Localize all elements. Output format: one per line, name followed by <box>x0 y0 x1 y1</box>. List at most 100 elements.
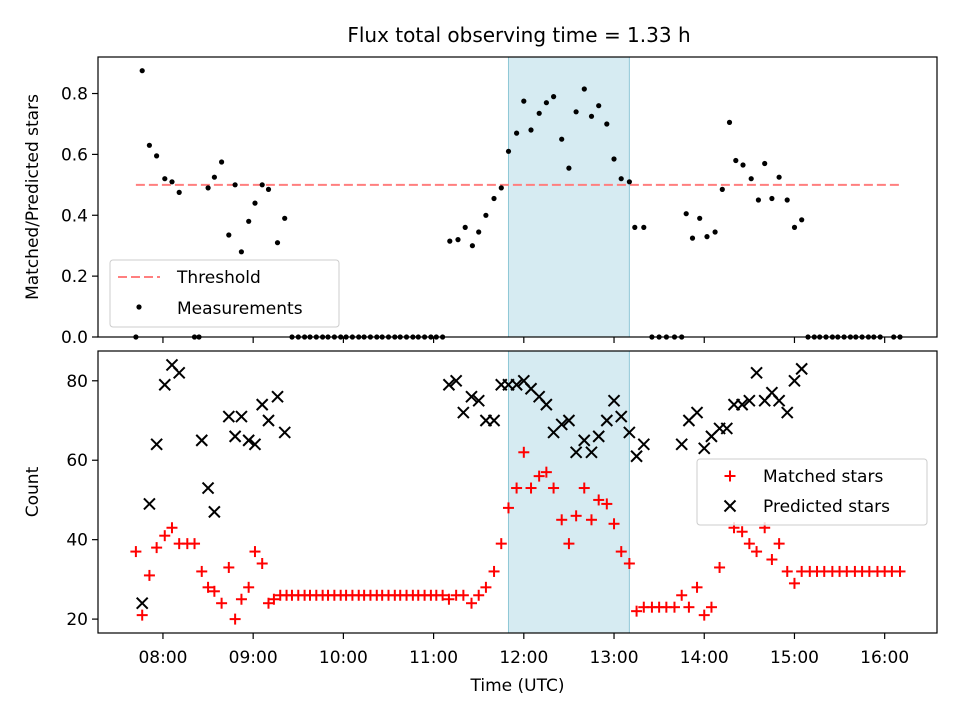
matched-star-point <box>196 565 208 577</box>
matched-star-point <box>518 446 530 458</box>
measurement-point <box>483 212 489 218</box>
predicted-star-point <box>487 414 501 427</box>
x-tick-label: 09:00 <box>229 648 278 668</box>
measurement-point <box>274 240 281 246</box>
measurement-point <box>566 165 572 171</box>
observing-band-bottom <box>507 350 630 634</box>
predicted-star-point <box>592 430 605 443</box>
x-tick-label: 16:00 <box>860 648 909 668</box>
measurement-point <box>176 189 182 195</box>
predicted-star-point <box>143 497 156 511</box>
predicted-star-point <box>465 390 478 403</box>
count-x-label: Time (UTC) <box>470 676 565 696</box>
measurement-point <box>641 224 647 230</box>
count-y-label: Count <box>23 466 43 517</box>
matched-star-point <box>578 482 590 494</box>
y-tick-label: 0.6 <box>61 145 88 165</box>
measurement-point <box>169 179 175 185</box>
measurement-point <box>232 182 238 188</box>
matched-star-point <box>773 538 785 550</box>
predicted-star-point <box>201 481 215 495</box>
matched-star-point <box>698 609 710 621</box>
predicted-star-point <box>690 406 704 419</box>
ratio-legend: Threshold Measurements <box>109 259 340 328</box>
measurement-point <box>581 86 587 92</box>
measurement-point <box>514 130 520 136</box>
predicted-star-point <box>457 406 470 419</box>
predicted-star-point <box>623 426 636 439</box>
measurement-point <box>259 182 265 188</box>
matched-star-point <box>243 581 255 593</box>
matched-star-point <box>766 554 778 566</box>
measurement-point <box>689 235 696 241</box>
matched-star-point <box>601 498 613 510</box>
predicted-star-point <box>150 438 163 451</box>
predicted-star-point <box>278 426 291 439</box>
measurement-point <box>611 156 617 162</box>
measurement-point <box>265 186 272 192</box>
predicted-star-point <box>449 374 463 387</box>
measurement-point <box>505 148 512 154</box>
count-axes-frame <box>97 350 938 634</box>
predicted-star-point <box>630 450 643 463</box>
matched-star-point <box>480 581 492 593</box>
ratio-axes-frame <box>97 56 938 338</box>
measurement-point <box>784 197 790 203</box>
matched-star-point <box>631 605 643 617</box>
matched-star-point <box>668 601 680 613</box>
matched-star-point <box>488 565 500 577</box>
count-x-ticks: 08:00 09:00 10:00 11:00 12:00 13:00 14:00 15:00… <box>138 633 909 668</box>
measurement-point <box>704 234 710 240</box>
measurement-point <box>769 195 775 202</box>
measurement-point <box>740 162 746 168</box>
legend-predicted-swatch <box>723 499 737 513</box>
predicted-star-point <box>540 398 553 411</box>
matched-star-point <box>593 494 605 506</box>
measurement-point <box>455 237 461 243</box>
measurement-point <box>252 200 258 206</box>
matched-star-point <box>743 538 755 550</box>
matched-star-point <box>465 597 477 609</box>
predicted-star-point <box>788 374 801 387</box>
predicted-star-point <box>235 410 248 423</box>
y-tick-label: 0.2 <box>61 267 88 287</box>
predicted-star-point <box>720 422 734 435</box>
matched-star-point <box>159 530 171 542</box>
matched-star-point <box>502 502 514 514</box>
measurement-point <box>755 197 762 203</box>
y-tick-label: 20 <box>66 610 88 630</box>
legend-threshold-label: Threshold <box>176 268 261 288</box>
legend-predicted-marker <box>723 499 737 513</box>
measurement-point <box>551 94 557 100</box>
count-y-ticks: 20 40 60 80 <box>66 372 98 630</box>
matched-star-point <box>781 565 793 577</box>
predicted-star-point <box>750 366 763 380</box>
predicted-star-point <box>255 398 269 411</box>
matched-star-point <box>676 589 688 601</box>
predicted-star-point <box>248 438 262 451</box>
predicted-star-point <box>795 362 808 376</box>
predicted-star-point <box>555 418 568 431</box>
matched-star-point <box>268 593 280 605</box>
x-tick-label: 14:00 <box>680 648 729 668</box>
measurement-point <box>205 185 211 191</box>
measurement-point <box>139 68 145 74</box>
predicted-star-point <box>607 394 621 407</box>
measurement-point <box>712 229 718 235</box>
measurement-point <box>521 98 527 104</box>
matched-star-point <box>540 466 552 478</box>
matched-star-point <box>691 581 703 593</box>
measurement-point <box>543 100 550 106</box>
predicted-star-point <box>743 394 756 407</box>
measurement-point <box>632 224 638 230</box>
measurement-point <box>719 186 725 192</box>
measurement-point <box>154 153 160 159</box>
ratio-x-ticks <box>162 337 886 343</box>
matched-star-point <box>495 538 507 550</box>
matched-star-point <box>533 470 545 482</box>
y-tick-label: 0.8 <box>61 85 88 105</box>
measurement-point <box>776 174 782 180</box>
measurement-point <box>491 195 497 202</box>
